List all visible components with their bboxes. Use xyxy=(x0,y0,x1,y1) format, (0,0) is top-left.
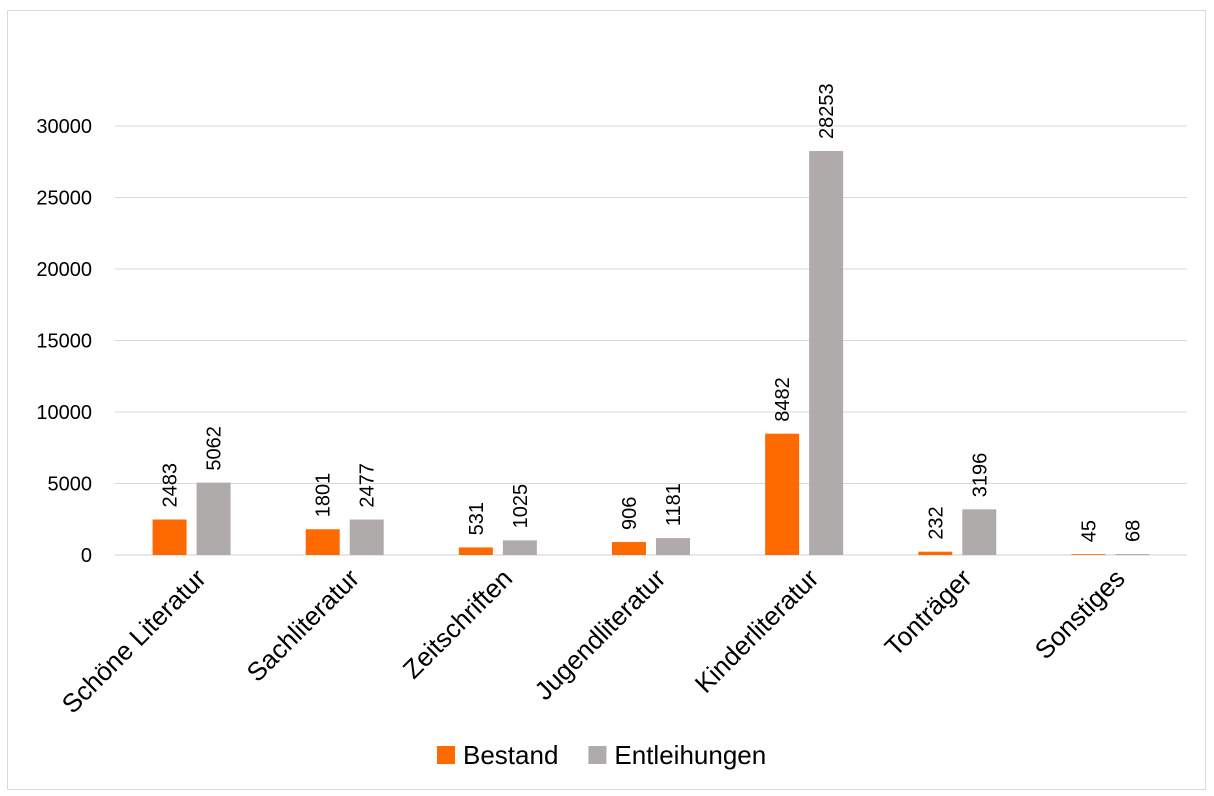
data-label: 2483 xyxy=(160,463,182,508)
y-tick-label: 25000 xyxy=(36,188,92,210)
data-label: 3196 xyxy=(969,453,991,497)
x-tick-label: Tonträger xyxy=(879,563,978,662)
data-label: 906 xyxy=(619,497,641,530)
data-label: 232 xyxy=(925,506,947,539)
x-axis: Schöne Literatur Sachliteratur Zeitschrift… xyxy=(56,563,1131,719)
legend-label-bestand: Bestand xyxy=(463,740,558,770)
y-tick-label: 10000 xyxy=(36,402,92,424)
y-tick-label: 5000 xyxy=(48,474,93,496)
y-tick-label: 20000 xyxy=(36,259,92,281)
legend: Bestand Entleihungen xyxy=(437,740,766,770)
bar-entleihungen xyxy=(196,482,231,555)
x-tick-label: Sonstiges xyxy=(1029,563,1131,665)
data-label: 1181 xyxy=(663,483,685,526)
data-label: 8482 xyxy=(772,377,794,422)
x-tick-label: Jugendliteratur xyxy=(528,563,671,706)
y-tick-label: 15000 xyxy=(36,331,92,353)
data-label: 45 xyxy=(1078,520,1100,542)
data-labels: 2483 5062 1801 2477 531 1025 906 1181 8482 28253 2… xyxy=(160,83,1145,542)
x-tick-label: Kinderliteratur xyxy=(689,563,825,699)
data-label: 1801 xyxy=(313,473,335,518)
data-label: 2477 xyxy=(357,463,379,508)
y-axis: 0 5000 10000 15000 20000 25000 30000 xyxy=(36,116,92,567)
y-tick-label: 30000 xyxy=(36,116,92,138)
bar-entleihungen xyxy=(1115,554,1150,555)
bar-bestand xyxy=(305,529,340,555)
legend-label-entleihungen: Entleihungen xyxy=(614,740,766,770)
x-tick-label: Sachliteratur xyxy=(241,563,366,688)
data-label: 531 xyxy=(466,502,488,535)
y-tick-label: 0 xyxy=(81,545,92,567)
chart-frame xyxy=(7,10,1206,790)
bar-entleihungen xyxy=(962,509,997,555)
bar-bestand xyxy=(918,551,953,555)
bar-bestand xyxy=(612,542,646,555)
legend-swatch-bestand xyxy=(437,746,455,764)
x-tick-label: Zeitschriften xyxy=(397,563,518,684)
legend-swatch-entleihungen xyxy=(588,746,607,764)
data-label: 28253 xyxy=(816,83,838,139)
bar-entleihungen xyxy=(656,538,690,555)
data-label: 68 xyxy=(1122,520,1144,542)
data-label: 5062 xyxy=(204,426,226,471)
bar-bestand xyxy=(765,433,800,555)
bar-bestand xyxy=(458,547,493,555)
bar-entleihungen xyxy=(809,150,844,555)
bar-entleihungen xyxy=(349,519,384,555)
data-label: 1025 xyxy=(510,484,532,529)
gridlines xyxy=(115,125,1187,556)
bar-entleihungen xyxy=(502,540,537,555)
bar-bestand xyxy=(1071,554,1106,555)
bar-bestand xyxy=(152,519,187,555)
bars xyxy=(152,150,1150,555)
x-tick-label: Schöne Literatur xyxy=(56,563,212,719)
